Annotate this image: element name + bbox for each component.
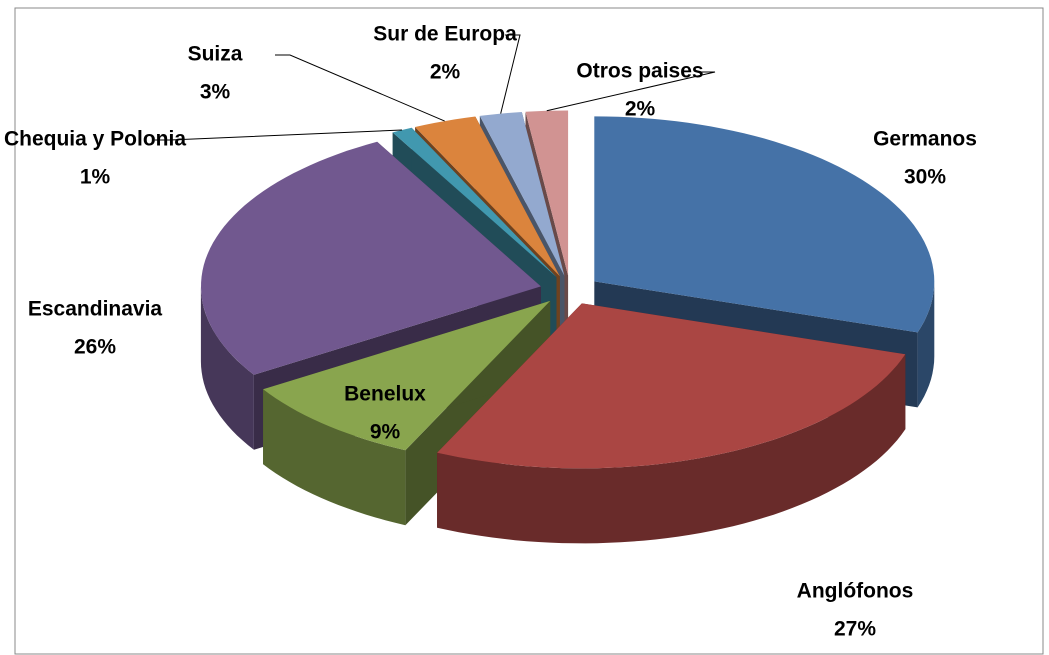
data-label-value: 26%	[74, 336, 116, 359]
slice	[479, 112, 565, 276]
slice	[437, 303, 906, 469]
data-label-name: Germanos	[873, 128, 977, 151]
data-label-value: 1%	[80, 166, 111, 189]
slice	[392, 127, 557, 277]
slice-wall	[917, 281, 935, 408]
slice	[594, 116, 935, 333]
data-label-value: 30%	[904, 166, 946, 189]
data-label-value: 27%	[834, 618, 876, 641]
leader-line	[500, 34, 521, 114]
slice-wall	[200, 286, 254, 450]
data-label-name: Anglófonos	[797, 580, 914, 603]
leader-line	[155, 129, 403, 141]
data-label-name: Otros paises	[576, 60, 703, 83]
data-label-value: 2%	[430, 61, 461, 84]
slice	[525, 110, 569, 276]
leader-line	[546, 71, 716, 112]
slice	[415, 116, 560, 277]
data-label-name: Chequia y Polonia	[4, 128, 186, 151]
leader-line	[275, 54, 445, 122]
data-label-name: Escandinavia	[28, 298, 163, 321]
data-label-name: Benelux	[344, 383, 426, 406]
data-label-value: 9%	[370, 421, 401, 444]
slice	[263, 300, 551, 451]
slice	[201, 141, 541, 375]
slice-wall	[437, 354, 906, 544]
slice-wall	[263, 389, 406, 526]
data-label-name: Suiza	[188, 43, 243, 66]
data-label-value: 3%	[200, 81, 231, 104]
data-label-name: Sur de Europa	[373, 23, 517, 46]
data-label-value: 2%	[625, 98, 656, 121]
